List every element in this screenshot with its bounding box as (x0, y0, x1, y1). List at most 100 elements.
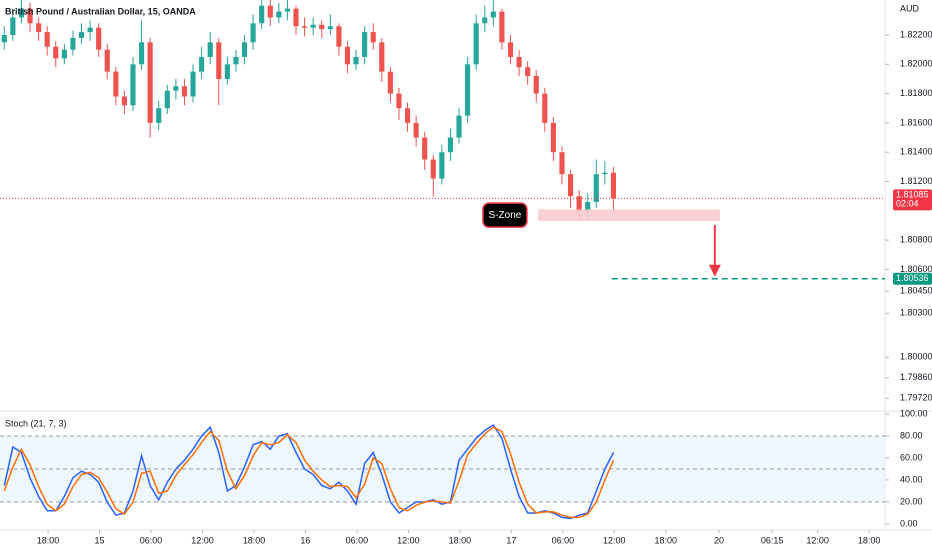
price-tick-label: 1.81200 (900, 176, 932, 186)
candle-body (87, 27, 93, 33)
candle-body (439, 152, 445, 179)
last-price-box (893, 189, 932, 211)
candle-body (1, 35, 7, 43)
candle-body (70, 37, 76, 50)
price-tick-label: 1.79720 (900, 393, 932, 403)
candle-body (585, 201, 591, 211)
stoch-line (3, 426, 615, 519)
price-tick-label: 1.82000 (900, 59, 932, 69)
candle-body (610, 172, 617, 199)
time-tick-label: 16 (300, 535, 310, 545)
time-tick-label: 15 (95, 535, 105, 545)
candle-body (550, 122, 556, 153)
time-tick-label: 06:00 (140, 535, 163, 545)
candle-body (130, 64, 136, 106)
candle-body (164, 90, 170, 109)
candle-body (456, 115, 462, 138)
last-price-countdown: 02:04 (896, 199, 919, 209)
price-tick-label: 1.80300 (900, 308, 932, 318)
candle-body (490, 11, 496, 18)
target-box (893, 272, 932, 285)
candle-body (259, 5, 265, 24)
candle-body (18, 8, 25, 18)
chart-title: British Pound / Australian Dollar, 15, O… (5, 6, 196, 16)
zone-label: S-Zone (489, 210, 522, 221)
stoch-tick-label: 40.00 (900, 474, 923, 484)
time-tick-label: 12:00 (806, 535, 829, 545)
candle-body (241, 42, 248, 57)
candle-body (121, 96, 127, 106)
time-tick-label: 06:15 (761, 535, 784, 545)
price-tick-label: 1.80450 (900, 286, 932, 296)
candle-body (559, 152, 565, 175)
time-tick-label: 20 (714, 535, 724, 545)
candle-body (199, 56, 205, 72)
stoch-tick-label: 100.00 (900, 408, 928, 418)
time-tick-label: 12:00 (397, 535, 420, 545)
candle-body (181, 86, 188, 97)
candle-body (507, 42, 514, 57)
stoch-band-group (0, 435, 885, 503)
candle-body (362, 32, 368, 57)
candle-body (413, 122, 419, 138)
candle-body (396, 93, 402, 109)
candle-body (404, 108, 411, 123)
time-tick-label: 18:00 (243, 535, 266, 545)
candle-body (27, 8, 33, 24)
candle-body (224, 64, 230, 79)
supply-zone (537, 209, 720, 222)
candle-body (353, 56, 359, 65)
time-tick-label: 17 (506, 535, 516, 545)
last-price-label: 1.81085 (896, 190, 929, 200)
candle-body (422, 137, 428, 160)
candle-body (44, 32, 50, 47)
target-label: 1.80536 (896, 273, 929, 283)
arrow-head (708, 264, 721, 277)
candle-body (190, 71, 196, 97)
price-tick-label: 1.80600 (900, 264, 932, 274)
candle-body (576, 196, 582, 211)
price-tick-label: 1.82200 (900, 29, 932, 39)
candle-body (207, 42, 213, 57)
candle-body (36, 23, 42, 33)
time-tick-label: 18:00 (655, 535, 678, 545)
candle-body (319, 24, 325, 30)
candle-body (336, 26, 342, 47)
stoch-tick-label: 0.00 (900, 518, 918, 528)
axis-unit: AUD (900, 3, 920, 13)
candle-body (499, 11, 505, 43)
candle-body (567, 174, 574, 197)
candle-body (516, 56, 522, 68)
candle-body (593, 174, 599, 202)
candle-body (173, 86, 179, 91)
candle-body (138, 42, 145, 65)
time-tick-label: 12:00 (603, 535, 626, 545)
stoch-tick-label: 80.00 (900, 430, 923, 440)
candle-body (602, 172, 608, 175)
candle-body (233, 56, 239, 65)
candle-body (542, 93, 548, 123)
candle-body (293, 8, 299, 27)
stoch-line (3, 423, 615, 520)
time-tick-label: 18:00 (37, 535, 60, 545)
candle-body (250, 23, 256, 43)
time-tick-label: 06:00 (346, 535, 369, 545)
price-tick-label: 1.79860 (900, 372, 932, 382)
price-tick-label: 1.81400 (900, 147, 932, 157)
candle-body (113, 71, 119, 97)
candle-body (327, 26, 333, 30)
candle-body (156, 108, 162, 123)
candle-body (525, 67, 531, 77)
candle-body (482, 17, 488, 24)
time-tick-label: 12:00 (191, 535, 214, 545)
time-tick-label: 18:00 (858, 535, 881, 545)
candle-body (147, 42, 153, 123)
price-tick-label: 1.80800 (900, 234, 932, 244)
price-tick-label: 1.81600 (900, 117, 932, 127)
candle-body (10, 17, 16, 36)
candle-body (284, 8, 290, 12)
candle-body (104, 49, 110, 72)
candle-body (387, 71, 393, 94)
candle-body (465, 64, 471, 116)
candle-body (96, 27, 102, 50)
